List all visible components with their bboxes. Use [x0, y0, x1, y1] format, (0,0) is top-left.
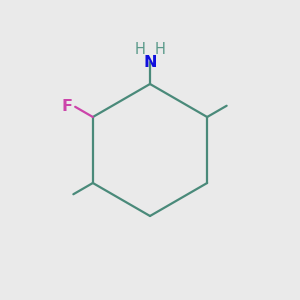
Text: N: N [143, 55, 157, 70]
Text: H: H [154, 42, 165, 57]
Text: H: H [135, 42, 146, 57]
Text: F: F [62, 99, 73, 114]
